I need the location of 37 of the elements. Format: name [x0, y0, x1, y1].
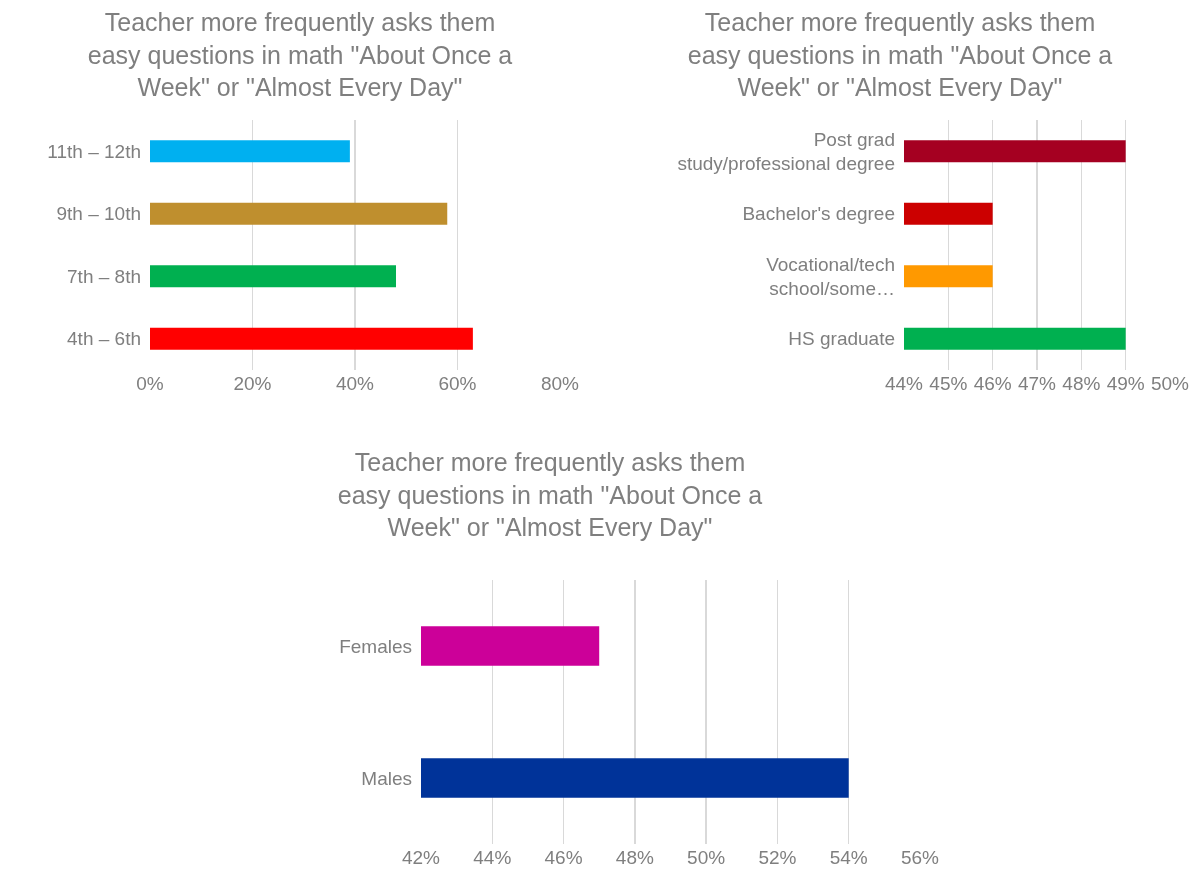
- y-tick-label: 4th – 6th: [67, 328, 141, 350]
- y-tick-label: HS graduate: [788, 328, 895, 350]
- x-tick-label: 44%: [473, 847, 512, 868]
- y-tick-label: 11th – 12th: [47, 140, 141, 162]
- chart-title: Teacher more frequently asks them easy questions in math "About Once a Week" or "Almost Every Day": [337, 448, 763, 542]
- x-tick-label: 80%: [540, 373, 580, 394]
- x-tick-label: 48%: [1062, 373, 1101, 394]
- bar: [150, 265, 396, 288]
- x-tick-label: 52%: [758, 847, 797, 868]
- chart-title: Teacher more frequently asks them easy questions in math "About Once a Week" or "Almost Every Day": [87, 8, 513, 102]
- bar: [150, 327, 473, 350]
- x-tick-label: 0%: [136, 373, 164, 394]
- x-tick-label: 20%: [233, 373, 272, 394]
- x-tick-label: 49%: [1106, 373, 1145, 394]
- x-tick-label: 44%: [884, 373, 924, 394]
- x-tick-label: 60%: [438, 373, 477, 394]
- x-tick-label: 50%: [687, 847, 726, 868]
- x-tick-label: 42%: [401, 847, 441, 868]
- y-tick-label: Males: [361, 767, 412, 789]
- y-tick-label: Bachelor's degree: [742, 203, 895, 225]
- y-tick-label: Vocational/tech school/some…: [766, 253, 895, 300]
- y-tick-label: 7th – 8th: [67, 265, 141, 287]
- x-tick-label: 54%: [829, 847, 868, 868]
- y-tick-label: Females: [339, 635, 412, 657]
- x-tick-label: 45%: [929, 373, 968, 394]
- x-tick-label: 56%: [900, 847, 940, 868]
- chart-title: Teacher more frequently asks them easy questions in math "About Once a Week" or "Almost Every Day": [687, 8, 1113, 102]
- x-tick-label: 50%: [1150, 373, 1190, 394]
- x-tick-label: 48%: [615, 847, 654, 868]
- x-tick-label: 47%: [1017, 373, 1057, 394]
- x-tick-label: 46%: [544, 847, 583, 868]
- x-tick-label: 46%: [973, 373, 1012, 394]
- y-tick-label: 9th – 10th: [56, 203, 141, 225]
- bar: [150, 202, 448, 225]
- bar: [150, 140, 350, 163]
- y-tick-label: Post grad study/professional degree: [677, 128, 895, 175]
- x-tick-label: 40%: [335, 373, 375, 394]
